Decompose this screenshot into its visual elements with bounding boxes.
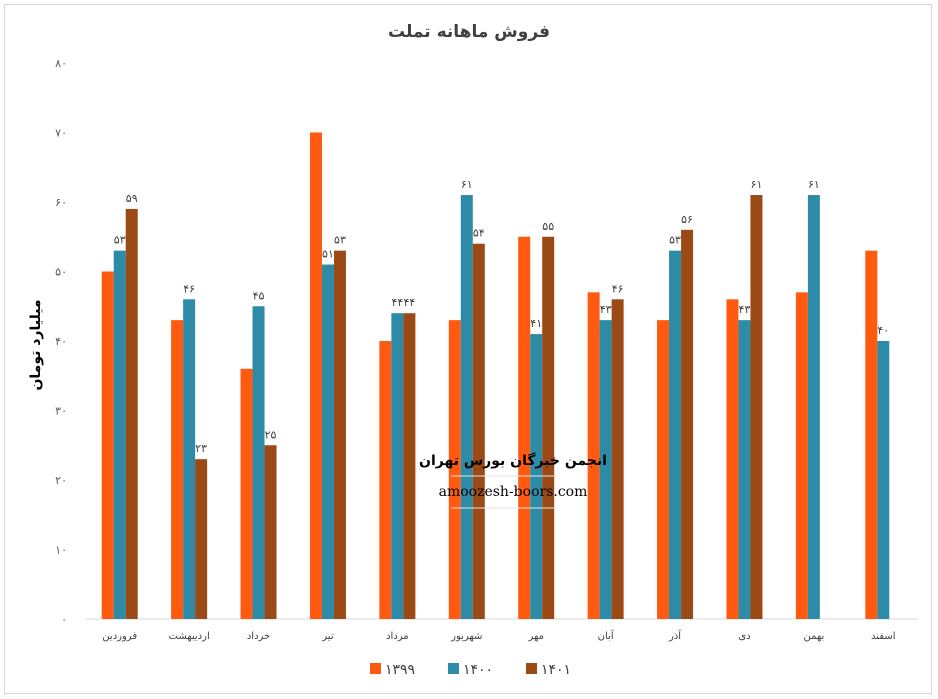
bar: [611, 299, 624, 619]
bar: [379, 341, 392, 619]
chart-frame: فروش ماهانه تملت میلیارد تومان ۰ ۱۰ ۲۰ ۳۰ ۴۰…: [4, 4, 932, 694]
legend-item: ۱۴۰۰: [448, 662, 493, 678]
x-category-label: خرداد: [247, 631, 270, 642]
legend-label: ۱۴۰۰: [463, 662, 493, 678]
data-label: ۵۶: [681, 213, 693, 226]
x-category-label: مرداد: [386, 631, 409, 642]
data-label: ۶۱: [461, 178, 473, 191]
legend-item: ۱۴۰۱: [526, 662, 571, 678]
bar: [113, 250, 126, 619]
bar: [171, 320, 184, 619]
x-category-label: آذر: [668, 629, 682, 642]
bar: [877, 341, 890, 619]
x-category-label: شهریور: [450, 631, 482, 642]
legend-label: ۱۳۹۹: [385, 662, 415, 678]
y-tick-label: ۴۰: [55, 335, 67, 348]
x-category-label: مهر: [527, 631, 543, 642]
legend-item: ۱۳۹۹: [370, 662, 415, 678]
bar: [681, 229, 694, 620]
watermark: انجمن خبرگان بورس تهران amoozesh-boors.c…: [419, 452, 607, 509]
y-axis-label: میلیارد تومان: [28, 299, 44, 390]
bar: [807, 195, 820, 620]
y-tick-label: ۵۰: [55, 266, 67, 279]
bar: [865, 250, 878, 619]
bar: [264, 445, 277, 619]
bar: [333, 250, 346, 619]
bars: [101, 132, 890, 620]
bar: [252, 306, 265, 619]
legend: ۱۳۹۹ ۱۴۰۰ ۱۴۰۱: [370, 662, 571, 678]
chart-title: فروش ماهانه تملت: [388, 22, 550, 42]
bar: [125, 208, 138, 619]
legend-swatch: [526, 663, 537, 674]
bar: [321, 264, 334, 619]
bar: [795, 292, 808, 619]
data-label: ۲۵: [265, 428, 277, 441]
y-tick-label: ۸۰: [55, 57, 67, 70]
data-label: ۶۱: [751, 178, 763, 191]
x-axis-categories: فروردین اردیبهشت خرداد تیر مرداد شهریور مهر آبا…: [102, 629, 895, 642]
data-label: ۴۱: [530, 317, 542, 330]
x-category-label: فروردین: [102, 631, 137, 642]
data-label: ۵۳: [334, 234, 346, 247]
bar: [101, 271, 114, 619]
data-label: ۴۳: [739, 303, 751, 316]
y-tick-label: ۲۰: [55, 474, 67, 487]
y-tick-label: ۶۰: [55, 196, 67, 209]
x-category-label: بهمن: [803, 631, 824, 642]
data-label: ۵۴: [473, 227, 485, 240]
y-axis-ticks: ۰ ۱۰ ۲۰ ۳۰ ۴۰ ۵۰ ۶۰ ۷۰ ۸۰: [55, 57, 67, 626]
legend-swatch: [448, 663, 459, 674]
data-label: ۲۳: [195, 442, 207, 455]
bar: [403, 313, 416, 619]
bar: [587, 292, 600, 619]
bar: [738, 320, 751, 619]
y-tick-label: ۳۰: [55, 405, 67, 418]
data-label: ۴۰: [877, 324, 889, 337]
watermark-title: انجمن خبرگان بورس تهران: [419, 452, 607, 469]
bar: [183, 299, 196, 619]
data-label: ۵۹: [126, 192, 138, 205]
y-tick-label: ۷۰: [55, 127, 67, 140]
bar: [530, 334, 543, 619]
data-label: ۵۳: [114, 234, 126, 247]
bar: [448, 320, 461, 619]
legend-swatch: [370, 663, 381, 674]
bar: [460, 195, 473, 620]
bar: [309, 132, 322, 619]
bar: [726, 299, 739, 619]
data-label: ۴۴: [403, 296, 415, 309]
bar: [599, 320, 612, 619]
data-label: ۴۶: [612, 282, 624, 295]
data-label: ۵۳: [669, 234, 681, 247]
bar: [518, 236, 531, 619]
legend-label: ۱۴۰۱: [541, 662, 571, 678]
data-label: ۵۱: [322, 248, 334, 261]
bar: [542, 236, 555, 619]
x-category-label: اردیبهشت: [169, 631, 210, 642]
bar: [391, 313, 404, 619]
bar: [750, 195, 763, 620]
bar: [195, 459, 208, 619]
chart-svg: فروش ماهانه تملت میلیارد تومان ۰ ۱۰ ۲۰ ۳۰ ۴۰…: [28, 22, 918, 678]
bar: [657, 320, 670, 619]
data-label: ۴۴: [391, 296, 403, 309]
y-tick-label: ۱۰: [55, 544, 67, 557]
x-category-label: اسفند: [871, 631, 895, 642]
x-category-label: آبان: [598, 629, 615, 642]
data-label: ۴۶: [183, 282, 195, 295]
watermark-url: amoozesh-boors.com: [439, 484, 588, 500]
data-label: ۶۱: [808, 178, 820, 191]
data-label: ۴۵: [253, 289, 265, 302]
data-label: ۵۵: [542, 220, 554, 233]
x-category-label: دی: [738, 631, 750, 642]
bar: [669, 250, 682, 619]
x-category-label: تیر: [321, 631, 334, 642]
data-label: ۴۳: [600, 303, 612, 316]
y-tick-label: ۰: [61, 613, 67, 626]
bar: [240, 368, 253, 619]
bar: [472, 243, 485, 619]
